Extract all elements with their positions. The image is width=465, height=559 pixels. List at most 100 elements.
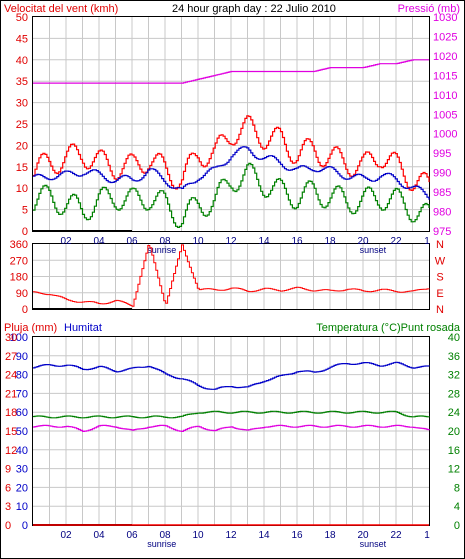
- wind-low-line: [33, 162, 430, 228]
- x-tick-label: 1: [424, 236, 430, 247]
- x-tick-label: 20: [357, 236, 369, 247]
- pressure-y-tick: 975: [433, 226, 451, 238]
- temperature-axis-title: Temperatura (°C)Punt rosada: [316, 322, 461, 334]
- x-tick-label: 18: [324, 236, 336, 247]
- night-bar: [33, 308, 132, 309]
- temperature-y-tick: 4: [454, 501, 460, 513]
- direction-y-tick: 270: [10, 255, 28, 267]
- pressure-y-tick: 1015: [433, 70, 457, 82]
- pressure-y-tick: 1020: [433, 51, 457, 63]
- x-tick-label: 16: [291, 530, 303, 541]
- temperature-y-tick: 20: [448, 426, 460, 438]
- dewpoint-line: [33, 424, 430, 432]
- series-lines: [33, 59, 430, 526]
- x-tick-label: 16: [291, 236, 303, 247]
- rain-y-tick: 21: [5, 388, 17, 400]
- compass-tick: N: [436, 239, 444, 251]
- temperature-y-tick: 40: [448, 332, 460, 344]
- wind-y-tick: 15: [16, 162, 28, 174]
- rain-y-tick: 12: [5, 445, 17, 457]
- sunrise-label: sunrise: [147, 539, 176, 549]
- temperature-line: [33, 410, 430, 419]
- direction-y-tick: 180: [10, 272, 28, 284]
- night-bar: [33, 230, 132, 231]
- x-tick-label: 06: [126, 236, 138, 247]
- x-tick-label: 04: [93, 530, 105, 541]
- compass-tick: E: [436, 288, 443, 300]
- wind-average-line: [33, 146, 430, 200]
- rain-y-tick: 27: [5, 351, 17, 363]
- humidity-y-tick: 0: [22, 520, 28, 532]
- x-tick-label: 08: [159, 236, 171, 247]
- x-tick-label: 22: [390, 530, 402, 541]
- x-tick-label: 04: [93, 236, 105, 247]
- x-tick-label: 10: [192, 236, 204, 247]
- direction-y-tick: 90: [16, 288, 28, 300]
- pressure-y-tick: 995: [433, 148, 451, 160]
- wind-y-tick: 20: [16, 140, 28, 152]
- wind-y-tick: 5: [22, 205, 28, 217]
- direction-panel-frame: [32, 243, 430, 310]
- x-tick-label: 10: [192, 530, 204, 541]
- humidity-line: [33, 361, 430, 390]
- pressure-y-tick: 990: [433, 168, 451, 180]
- humidity-y-tick: 40: [16, 445, 28, 457]
- x-tick-label: 20: [357, 530, 369, 541]
- humidity-axis-title: Humitat: [64, 322, 102, 334]
- temperature-y-tick: 8: [454, 482, 460, 494]
- humidity-y-tick: 80: [16, 370, 28, 382]
- temperature-y-tick: 32: [448, 370, 460, 382]
- pressure-y-tick: 985: [433, 187, 451, 199]
- wind-y-tick: 0: [22, 226, 28, 238]
- temperature-y-tick: 36: [448, 351, 460, 363]
- pressure-axis-title: Pressió (mb): [398, 3, 460, 15]
- x-tick-label: 02: [60, 530, 72, 541]
- wind-y-tick: 45: [16, 33, 28, 45]
- humidity-y-tick: 90: [16, 351, 28, 363]
- rain-y-tick: 3: [5, 501, 11, 513]
- pressure-y-tick: 1010: [433, 90, 457, 102]
- direction-y-tick: 360: [10, 239, 28, 251]
- humidity-y-tick: 70: [16, 388, 28, 400]
- temperature-y-tick: 28: [448, 388, 460, 400]
- humidity-y-tick: 10: [16, 501, 28, 513]
- x-tick-label: 1: [424, 530, 430, 541]
- compass-tick: S: [436, 272, 443, 284]
- wind-y-tick: 50: [16, 12, 28, 24]
- wind-y-tick: 40: [16, 55, 28, 67]
- pressure-y-tick: 1005: [433, 109, 457, 121]
- temperature-y-tick: 16: [448, 445, 460, 457]
- wind-y-tick: 25: [16, 119, 28, 131]
- temperature-y-tick: 0: [454, 520, 460, 532]
- wind-direction-line: [33, 244, 430, 307]
- rain-axis-title: Pluja (mm): [4, 322, 57, 334]
- humidity-y-tick: 20: [16, 482, 28, 494]
- rain-y-tick: 9: [5, 464, 11, 476]
- grid-lines: [33, 17, 429, 525]
- rain-y-tick: 24: [5, 370, 17, 382]
- direction-y-tick: 0: [22, 304, 28, 316]
- temperature-y-tick: 12: [448, 464, 460, 476]
- chart-title: 24 hour graph day : 22 Julio 2010: [172, 3, 336, 15]
- pressure-line: [33, 59, 429, 84]
- x-tick-label: 12: [225, 236, 237, 247]
- sunset-label: sunset: [360, 539, 387, 549]
- wind-panel-frame: [32, 16, 430, 232]
- sunrise-label: sunrise: [147, 245, 176, 255]
- x-tick-label: 08: [159, 530, 171, 541]
- rain-y-tick: 30: [5, 332, 17, 344]
- rain-y-tick: 0: [5, 520, 11, 532]
- rain-y-tick: 15: [5, 426, 17, 438]
- humidity-y-tick: 100: [10, 332, 28, 344]
- pressure-y-tick: 1030: [433, 12, 457, 24]
- x-tick-label: 02: [60, 236, 72, 247]
- humidity-y-tick: 50: [16, 426, 28, 438]
- wind-y-tick: 10: [16, 183, 28, 195]
- x-tick-label: 18: [324, 530, 336, 541]
- x-tick-label: 12: [225, 530, 237, 541]
- compass-tick: N: [436, 304, 444, 316]
- x-tick-label: 06: [126, 530, 138, 541]
